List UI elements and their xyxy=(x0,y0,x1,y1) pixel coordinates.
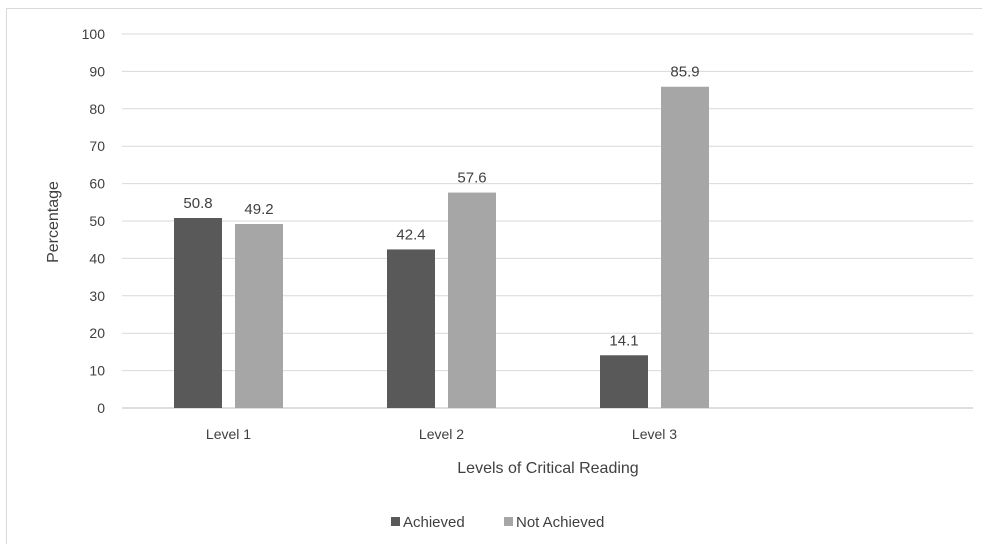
bar-achieved-level-3 xyxy=(600,355,648,408)
bar-not-achieved-level-2 xyxy=(448,192,496,408)
y-tick-label: 70 xyxy=(89,138,105,154)
x-tick-label: Level 2 xyxy=(419,426,464,442)
data-label: 14.1 xyxy=(609,332,638,349)
y-tick-label: 80 xyxy=(89,101,105,117)
legend-label: Not Achieved xyxy=(516,514,604,531)
data-labels: 50.8 42.4 14.1 49.2 57.6 85.9 xyxy=(183,64,699,350)
y-tick-label: 60 xyxy=(89,176,105,192)
data-label: 85.9 xyxy=(670,64,699,81)
y-tick-label: 0 xyxy=(97,400,105,416)
x-tick-label: Level 1 xyxy=(206,426,251,442)
bars xyxy=(174,86,709,408)
x-tick-label: Level 3 xyxy=(632,426,677,442)
data-label: 57.6 xyxy=(457,170,486,187)
bar-achieved-level-2 xyxy=(387,249,435,408)
legend-label: Achieved xyxy=(403,514,465,531)
legend-swatch xyxy=(391,517,400,526)
bar-not-achieved-level-3 xyxy=(661,86,709,408)
chart-frame xyxy=(6,8,982,544)
y-tick-label: 30 xyxy=(89,288,105,304)
data-label: 50.8 xyxy=(183,195,212,212)
data-label: 49.2 xyxy=(244,201,273,218)
gridlines xyxy=(122,33,973,409)
y-tick-label: 100 xyxy=(82,26,106,42)
x-axis-title: Levels of Critical Reading xyxy=(457,460,638,477)
y-axis-title: Percentage xyxy=(45,181,62,263)
y-tick-label: 20 xyxy=(89,325,105,341)
bar-achieved-level-1 xyxy=(174,218,222,408)
y-tick-label: 90 xyxy=(89,63,105,79)
y-tick-label: 40 xyxy=(89,250,105,266)
x-axis-tick-labels: Level 1 Level 2 Level 3 xyxy=(206,426,677,442)
legend-swatch xyxy=(504,517,513,526)
bar-not-achieved-level-1 xyxy=(235,223,283,408)
y-tick-label: 10 xyxy=(89,363,105,379)
legend: Achieved Not Achieved xyxy=(391,514,604,531)
y-axis-tick-labels: 0 10 20 30 40 50 60 70 80 90 100 xyxy=(82,26,106,416)
y-tick-label: 50 xyxy=(89,213,105,229)
data-label: 42.4 xyxy=(396,226,425,243)
